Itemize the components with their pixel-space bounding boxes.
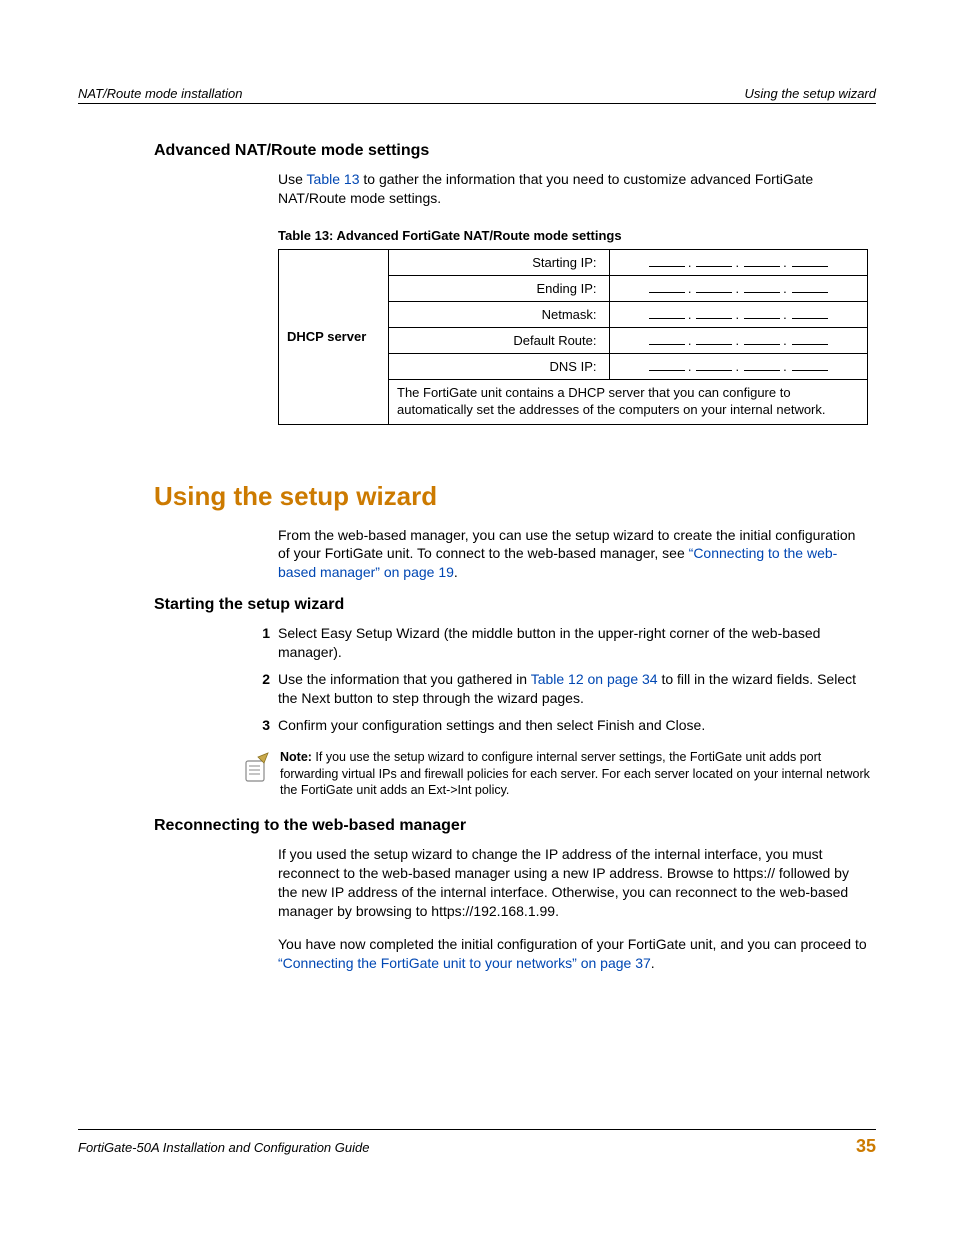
ip-blank-cell: ... [609,353,867,379]
step-number: 3 [240,716,270,735]
heading-reconnecting: Reconnecting to the web-based manager [154,817,876,835]
heading-using-setup-wizard: Using the setup wizard [154,481,876,512]
link-inline[interactable]: Table 12 on page 34 [531,671,658,687]
ip-blank-cell: ... [609,250,867,276]
field-label: Default Route: [389,327,609,353]
field-label: DNS IP: [389,353,609,379]
footer-title: FortiGate-50A Installation and Configura… [78,1140,369,1155]
link-connecting-networks[interactable]: “Connecting the FortiGate unit to your n… [278,955,651,971]
text: to gather the information that you need … [278,171,813,206]
text: . [454,564,458,580]
text: You have now completed the initial confi… [278,936,867,952]
text: Use [278,171,307,187]
note-text: Note: If you use the setup wizard to con… [280,749,876,800]
note-label: Note: [280,750,312,764]
running-header: NAT/Route mode installation Using the se… [78,86,876,104]
ip-blank-cell: ... [609,301,867,327]
step-number: 1 [240,624,270,662]
field-label: Netmask: [389,301,609,327]
header-left: NAT/Route mode installation [78,86,243,101]
table-desc: The FortiGate unit contains a DHCP serve… [389,379,868,424]
table-13: DHCP server Starting IP:...Ending IP:...… [278,249,868,425]
ip-blank-cell: ... [609,275,867,301]
note-body: If you use the setup wizard to configure… [280,750,870,798]
note-icon [238,751,274,787]
intro-advanced-nat: Use Table 13 to gather the information t… [278,170,868,208]
table-rowlabel-dhcp: DHCP server [279,249,389,424]
step-text: Use the information that you gathered in… [278,670,876,708]
note-block: Note: If you use the setup wizard to con… [238,749,876,800]
heading-starting-wizard: Starting the setup wizard [154,596,876,614]
intro-setup-wizard: From the web-based manager, you can use … [278,526,868,583]
step-item: 3Confirm your configuration settings and… [278,716,876,735]
field-label: Ending IP: [389,275,609,301]
header-right: Using the setup wizard [744,86,876,101]
ip-blank-cell: ... [609,327,867,353]
table-13-caption: Table 13: Advanced FortiGate NAT/Route m… [278,228,876,243]
step-item: 1Select Easy Setup Wizard (the middle bu… [278,624,876,662]
step-text: Confirm your configuration settings and … [278,716,705,735]
link-table-13[interactable]: Table 13 [307,171,360,187]
step-item: 2Use the information that you gathered i… [278,670,876,708]
reconnect-p2: You have now completed the initial confi… [278,935,868,973]
table-inner: Starting IP:...Ending IP:...Netmask:...D… [389,249,868,379]
heading-advanced-nat: Advanced NAT/Route mode settings [154,142,876,160]
reconnect-p1: If you used the setup wizard to change t… [278,845,868,921]
steps-list: 1Select Easy Setup Wizard (the middle bu… [278,624,876,734]
step-text: Select Easy Setup Wizard (the middle but… [278,624,876,662]
step-number: 2 [240,670,270,708]
text: . [651,955,655,971]
field-label: Starting IP: [389,250,609,276]
page-number: 35 [856,1136,876,1157]
page-footer: FortiGate-50A Installation and Configura… [78,1129,876,1157]
